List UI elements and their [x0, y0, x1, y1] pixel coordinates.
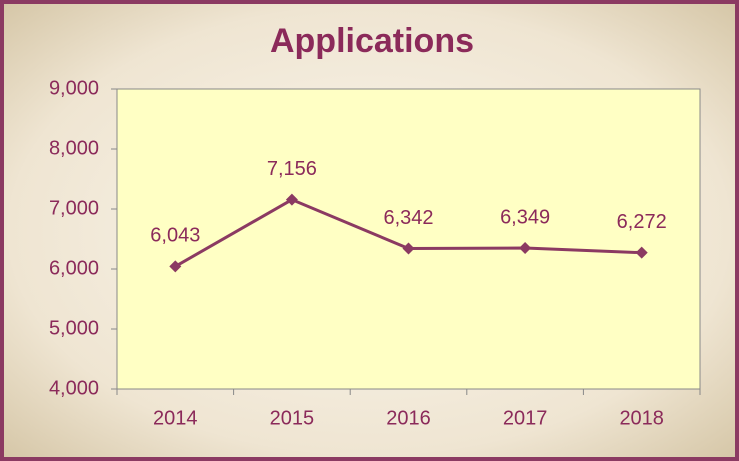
x-tick-label: 2017 — [503, 407, 548, 429]
x-tick-label: 2014 — [153, 407, 198, 429]
marker — [519, 242, 532, 255]
marker — [635, 246, 648, 259]
y-tick-label: 9,000 — [49, 77, 99, 99]
marker — [402, 242, 415, 255]
y-tick-label: 4,000 — [49, 377, 99, 399]
marker — [285, 193, 298, 206]
y-tick-label: 6,000 — [49, 257, 99, 279]
data-label: 7,156 — [267, 158, 317, 180]
data-label: 6,272 — [617, 211, 667, 233]
x-tick-label: 2015 — [270, 407, 315, 429]
data-label: 6,342 — [383, 207, 433, 229]
x-tick-label: 2018 — [619, 407, 664, 429]
marker — [169, 260, 182, 273]
y-tick-label: 5,000 — [49, 317, 99, 339]
plot-area — [116, 88, 701, 390]
y-tick-label: 7,000 — [49, 197, 99, 219]
data-label: 6,349 — [500, 206, 550, 228]
x-tick-label: 2016 — [386, 407, 431, 429]
y-tick-label: 8,000 — [49, 137, 99, 159]
data-label: 6,043 — [150, 225, 200, 247]
chart-title: Applications — [270, 22, 474, 60]
